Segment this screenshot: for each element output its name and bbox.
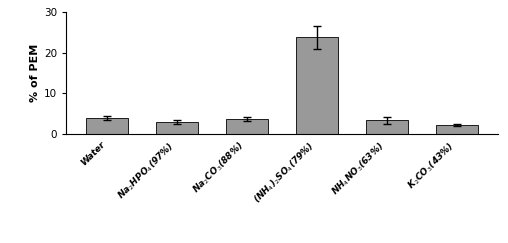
Bar: [156, 122, 198, 134]
Bar: [86, 118, 128, 134]
Bar: [226, 119, 268, 134]
Y-axis label: % of PEM: % of PEM: [30, 44, 40, 102]
Bar: [436, 125, 478, 134]
Bar: [366, 120, 408, 134]
Bar: [296, 37, 338, 134]
